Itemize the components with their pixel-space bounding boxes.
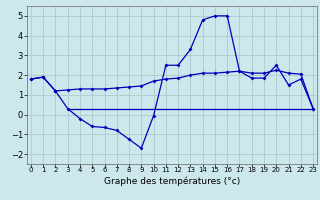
X-axis label: Graphe des températures (°c): Graphe des températures (°c): [104, 176, 240, 186]
